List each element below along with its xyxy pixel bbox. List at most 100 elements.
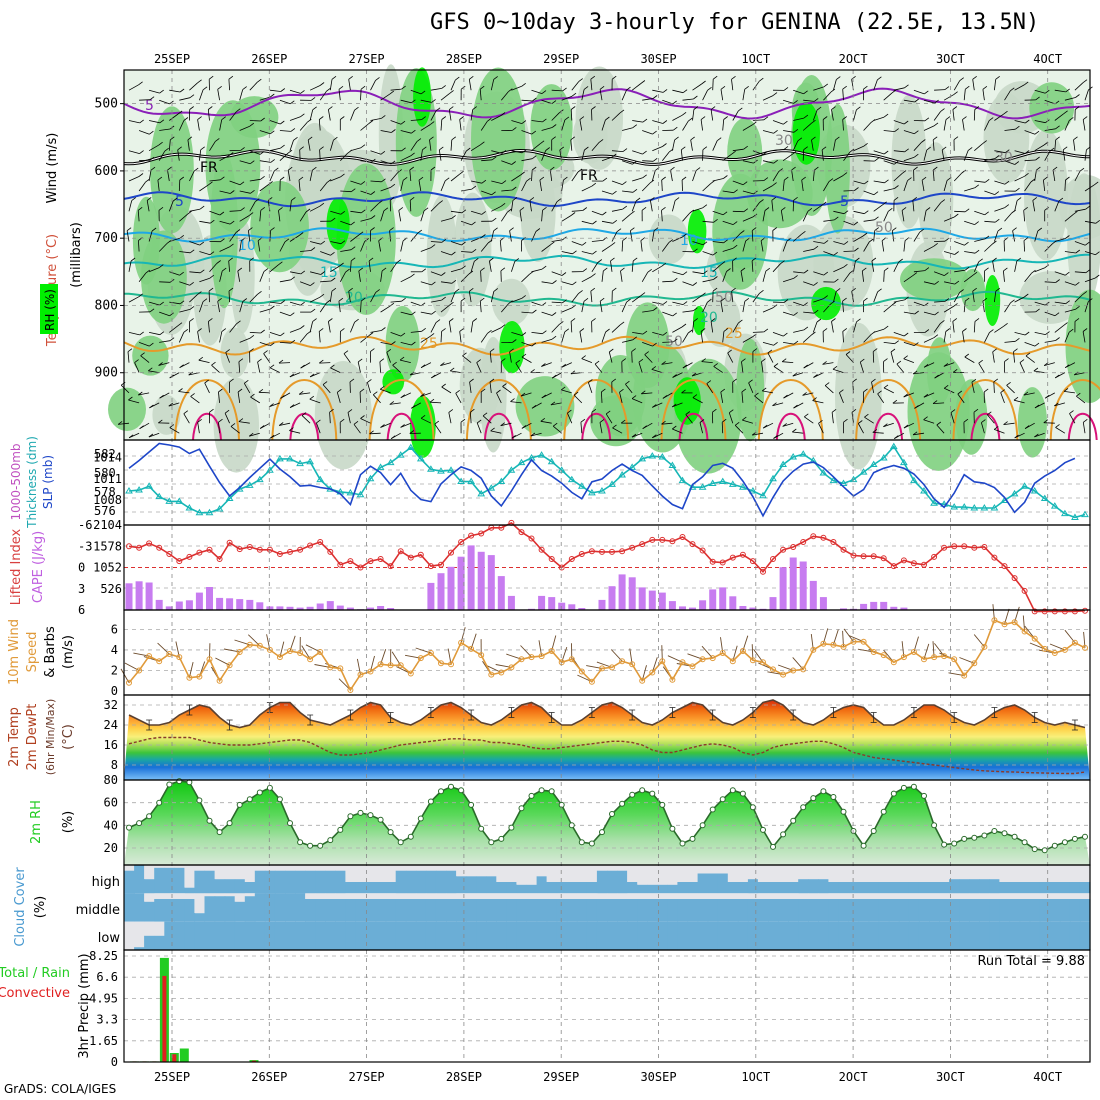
wind-barb-flag <box>974 318 980 322</box>
wind-barb <box>386 352 391 363</box>
cloud-low-bar <box>526 921 538 950</box>
wind-barb-flag <box>1045 89 1050 94</box>
wind-barb <box>159 281 171 283</box>
wind-barb <box>1064 251 1076 254</box>
cape-bar <box>608 586 616 610</box>
cloud-middle-bar <box>446 899 457 922</box>
wind-barb-flag <box>896 360 902 365</box>
cloud-low-bar <box>456 921 467 950</box>
wind-barb <box>771 200 774 212</box>
wind-barb-flag <box>836 76 841 80</box>
wind-barb-flag <box>337 388 342 393</box>
wind-barb <box>409 200 412 212</box>
wind-barb-flag <box>179 176 185 181</box>
wind-barb <box>823 219 835 222</box>
wind-barb-flag <box>481 179 487 184</box>
wind-barb-flag <box>668 239 674 243</box>
wind-barb <box>509 230 512 242</box>
wind-barb-flag <box>431 99 436 103</box>
thickness-point <box>980 504 989 511</box>
wind-barb-flag <box>305 208 311 213</box>
wind-barb <box>943 94 954 101</box>
wind-barb <box>823 91 832 101</box>
wind-barb <box>289 140 294 151</box>
thickness-point <box>135 486 143 493</box>
wind-barb-flag <box>290 100 295 105</box>
wind-barb-flag <box>1044 264 1050 269</box>
wind-barb <box>863 219 875 222</box>
wind-barb-flag <box>218 418 223 423</box>
cloud-middle-gap <box>657 893 668 899</box>
wind-barb-flag <box>740 230 745 234</box>
wind-barb-flag <box>622 205 628 210</box>
cloud-high-gap <box>717 865 729 874</box>
lifted-index-point <box>448 549 454 556</box>
thickness-point <box>396 451 405 458</box>
wind-barb <box>358 270 361 282</box>
wind-barb <box>972 79 975 91</box>
wind-barb-flag <box>693 318 698 322</box>
wind-barb <box>751 230 754 242</box>
cloud-middle-gap <box>315 893 326 899</box>
lifted-index-point <box>186 553 193 560</box>
minmax-errorbar <box>910 707 917 718</box>
lifted-index-point <box>800 539 807 545</box>
wind-barb <box>301 415 311 424</box>
wind-barb-flag <box>309 395 315 400</box>
wind-barb <box>1044 362 1055 366</box>
wind-barb-flag <box>360 415 365 419</box>
wind-barb <box>189 170 195 182</box>
cloud-low-bar <box>385 921 397 950</box>
wind-barb-flag <box>742 416 747 421</box>
cloud-high-bar <box>435 870 447 894</box>
wind-barb-flag <box>411 311 416 316</box>
wind-barb-flag <box>681 176 687 181</box>
isotherm-25-loop <box>757 379 824 441</box>
wind-barb <box>120 384 130 394</box>
rh2m-point <box>599 829 605 836</box>
wind-barb-flag <box>965 85 970 90</box>
wind-barb-flag <box>319 82 325 86</box>
wind-barb-flag <box>208 181 213 186</box>
wind-barb-flag <box>752 348 758 352</box>
thickness-tick-label: 582 <box>94 447 116 461</box>
wind-barb <box>670 170 673 182</box>
wind-barb-flag <box>673 126 678 131</box>
wind-barb <box>954 269 966 273</box>
wind-barb <box>299 121 308 131</box>
cape-bar <box>568 604 576 610</box>
wind-barb <box>801 180 804 192</box>
wind-barb <box>621 301 627 313</box>
wind-barb-flag <box>591 408 597 413</box>
cloud-low-bar <box>717 921 729 950</box>
wind-barb <box>672 236 683 242</box>
label-temp-1: 2m Temp <box>7 707 22 767</box>
wind-barb-flag <box>1033 367 1039 372</box>
wind-barb-flag <box>139 425 144 430</box>
cloud-high-gap <box>234 865 246 880</box>
wind-barb <box>259 160 271 163</box>
wind-barb-flag <box>793 100 798 104</box>
li-tick-label: -3 <box>78 539 92 553</box>
wind-barb-flag <box>177 110 183 115</box>
cloud-high-gap <box>607 865 618 871</box>
wind-barb-flag <box>139 119 144 124</box>
rh2m-point <box>126 824 132 831</box>
wind-barb-flag <box>519 207 525 211</box>
wind-barb <box>531 89 543 94</box>
wind-barb <box>877 393 885 404</box>
lifted-index-point <box>377 556 384 562</box>
label-cloud-middle: middle <box>76 903 120 918</box>
cloud-high-bar <box>908 882 920 894</box>
wind-barb <box>430 203 439 212</box>
wind-barb <box>225 352 230 363</box>
wind-barb-flag <box>626 298 631 303</box>
wind-barb <box>761 361 764 373</box>
wind-barb-flag <box>811 119 816 124</box>
wind-barb <box>309 321 313 333</box>
wind-barb <box>651 369 663 373</box>
cloud-middle-bar <box>1059 899 1071 922</box>
wind-barb-flag <box>813 98 819 102</box>
rh2m-point <box>438 788 444 795</box>
